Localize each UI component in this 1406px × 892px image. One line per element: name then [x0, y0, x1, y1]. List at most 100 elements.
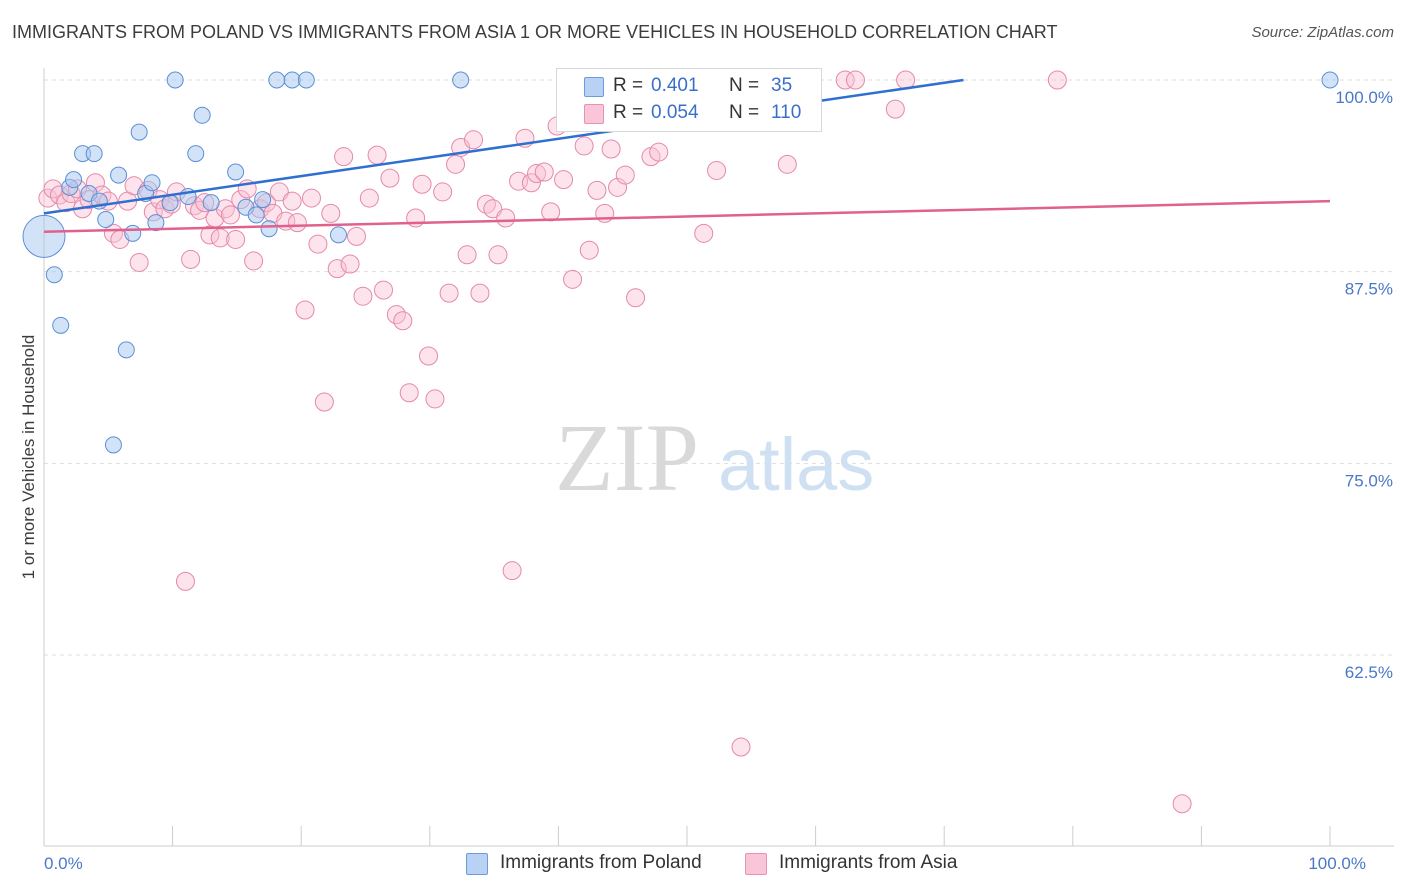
poland-point [247, 206, 265, 224]
bottom-legend-label-asia: Immigrants from Asia [779, 852, 958, 873]
asia-point [327, 259, 347, 279]
legend-r-label: R = [613, 75, 644, 96]
asia-point [731, 737, 751, 757]
asia-point [210, 228, 230, 248]
asia-point [244, 251, 264, 271]
asia-point [579, 240, 599, 260]
poland-point [283, 71, 301, 89]
poland-point [452, 71, 470, 89]
correlation-legend: R = 0.401 N = 35 R = 0.054 N = 110 [556, 68, 822, 132]
asia-point [393, 311, 413, 331]
poland-point [260, 220, 278, 238]
asia-point [554, 170, 574, 190]
asia-points [38, 70, 1192, 814]
asia-point [707, 160, 727, 180]
asia-point [777, 154, 797, 174]
asia-point [295, 300, 315, 320]
legend-swatch-poland [584, 77, 604, 97]
asia-point [574, 136, 594, 156]
asia-point [615, 165, 635, 185]
legend-n-label: N = [729, 75, 760, 96]
poland-point [329, 226, 347, 244]
asia-point [412, 174, 432, 194]
asia-point [563, 269, 583, 289]
x-tick-label: 100.0% [1308, 854, 1366, 873]
poland-point [124, 224, 142, 242]
asia-point [541, 202, 561, 222]
legend-n-value: 35 [771, 75, 793, 96]
poland-point [193, 106, 211, 124]
asia-point [353, 286, 373, 306]
asia-point [226, 229, 246, 249]
asia-point [433, 182, 453, 202]
asia-point [601, 139, 621, 159]
asia-point [649, 142, 669, 162]
poland-point [268, 71, 286, 89]
x-tick-labels: 0.0% 100.0% [44, 854, 1366, 873]
asia-point [380, 168, 400, 188]
asia-point [346, 226, 366, 246]
asia-point [446, 154, 466, 174]
poland-point [22, 214, 66, 258]
y-tick-label: 87.5% [1345, 280, 1393, 299]
poland-point [65, 171, 83, 189]
poland-point [143, 174, 161, 192]
asia-point [488, 245, 508, 265]
asia-point [334, 147, 354, 167]
asia-point [308, 234, 328, 254]
chart-source: Source: ZipAtlas.com [1251, 24, 1394, 41]
poland-point [45, 266, 63, 284]
asia-point [626, 288, 646, 308]
asia-point [321, 203, 341, 223]
poland-point [147, 214, 165, 232]
asia-point [1172, 794, 1192, 814]
asia-point [464, 130, 484, 150]
asia-point [835, 70, 855, 90]
y-tick-label: 62.5% [1345, 663, 1393, 682]
poland-point [254, 191, 272, 209]
bottom-legend-swatch-asia [745, 853, 767, 875]
asia-point [129, 252, 149, 272]
poland-point [52, 316, 70, 334]
asia-point [521, 173, 541, 193]
asia-point [483, 199, 503, 219]
poland-point [202, 194, 220, 212]
legend-n-value: 110 [771, 102, 802, 123]
y-tick-label: 75.0% [1345, 471, 1393, 490]
poland-point [297, 71, 315, 89]
bottom-legend-label-poland: Immigrants from Poland [500, 852, 702, 873]
asia-point [314, 392, 334, 412]
poland-point [130, 123, 148, 141]
asia-point [502, 561, 522, 581]
asia-point [457, 245, 477, 265]
asia-point [287, 213, 307, 233]
watermark: ZIP atlas [555, 404, 874, 511]
asia-point [439, 283, 459, 303]
poland-point [104, 436, 122, 454]
asia-point [470, 283, 490, 303]
x-ticks [43, 826, 1331, 846]
poland-point [187, 145, 205, 163]
asia-point [359, 188, 379, 208]
chart-title: IMMIGRANTS FROM POLAND VS IMMIGRANTS FRO… [12, 22, 1058, 42]
legend-r-value: 0.054 [651, 102, 699, 123]
asia-point [282, 191, 302, 211]
asia-point [534, 162, 554, 182]
y-tick-label: 100.0% [1335, 88, 1393, 107]
legend-n-label: N = [729, 102, 760, 123]
asia-point [269, 182, 289, 202]
y-axis-label: 1 or more Vehicles in Household [19, 335, 38, 580]
y-tick-labels: 100.0% 87.5% 75.0% 62.5% [1335, 88, 1393, 682]
bottom-legend-swatch-poland [466, 853, 488, 875]
asia-point [885, 99, 905, 119]
watermark-zip: ZIP [555, 404, 699, 511]
asia-point [587, 180, 607, 200]
asia-trend-line [43, 199, 1331, 234]
legend-swatch-asia [584, 104, 604, 124]
axes [43, 68, 1394, 847]
poland-point [1321, 71, 1339, 89]
poland-point [166, 71, 184, 89]
poland-point [117, 341, 135, 359]
asia-point [367, 145, 387, 165]
